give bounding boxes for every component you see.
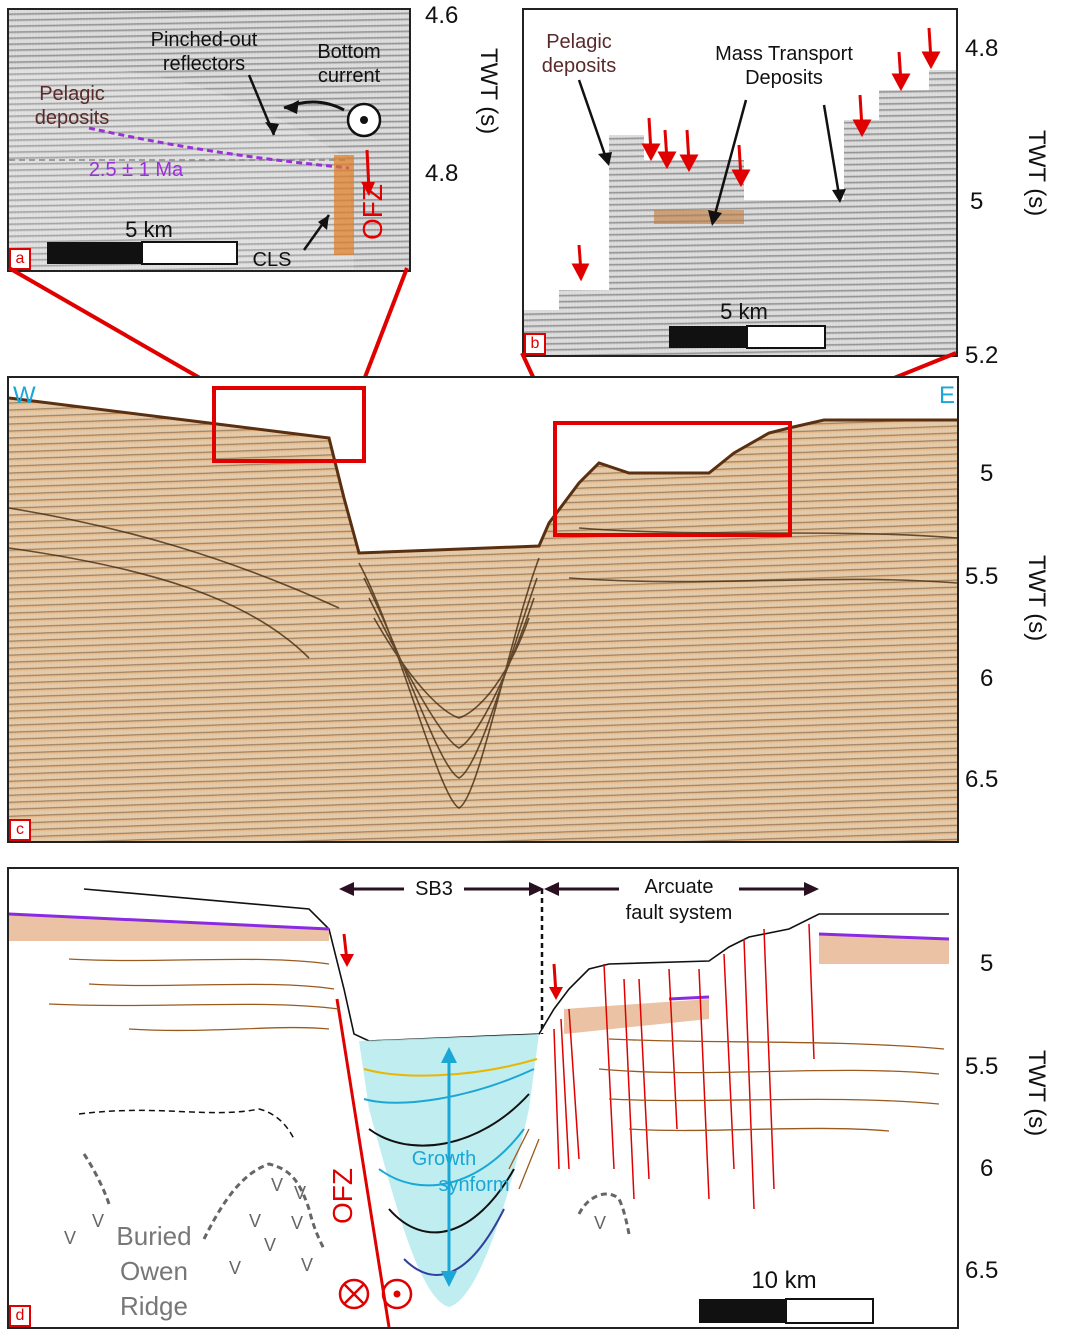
bottom-current-label: Bottom current	[317, 41, 381, 87]
panel-d-overlay: VV VV VV VV VV	[9, 882, 950, 1327]
mtd-label: Mass Transport Deposits	[715, 43, 853, 89]
panel-c-label: c	[9, 819, 31, 841]
scale-label-a: 5 km	[125, 217, 173, 242]
east-label: E	[938, 382, 955, 409]
growth-label-1: Growth	[411, 1148, 477, 1170]
arcuate-faults	[553, 923, 815, 1210]
panel-a-tick-1: 4.8	[425, 160, 459, 187]
cls-label: CLS	[252, 249, 292, 271]
panel-b-axis-title: TWT (s)	[1023, 130, 1050, 217]
out-of-page-icon	[381, 1278, 413, 1310]
svg-text:V: V	[291, 1213, 303, 1233]
panel-a-label: a	[9, 248, 31, 270]
panel-a-seismic: Pelagic deposits Pinched-out reflectors …	[7, 8, 411, 272]
zoom-box-b	[553, 421, 792, 537]
arcuate-label-2: fault system	[625, 902, 733, 924]
svg-text:V: V	[271, 1175, 283, 1195]
panel-d-tick-2: 6	[980, 1155, 994, 1182]
zoom-box-a	[212, 386, 366, 463]
scale-bar-d	[699, 1299, 786, 1323]
seabed-line	[83, 888, 949, 1042]
panel-c-tick-0: 5	[980, 460, 994, 487]
buried-label-1: Buried	[116, 1221, 192, 1251]
panel-d-tick-3: 6.5	[965, 1257, 999, 1284]
panel-a-overlay	[9, 67, 382, 270]
panel-b-label: b	[524, 333, 546, 355]
pelagic-label-a: Pelagic deposits	[34, 83, 110, 129]
age-horizon	[88, 126, 350, 170]
west-label: W	[13, 382, 36, 409]
panel-b-seismic: Pelagic deposits Mass Transport Deposits…	[522, 8, 958, 357]
ofz-label-a: OFZ	[357, 184, 388, 240]
svg-text:V: V	[92, 1211, 104, 1231]
age-label: 2.5 ± 1 Ma	[88, 159, 184, 181]
panel-c-overlay	[9, 378, 957, 809]
svg-text:V: V	[301, 1255, 313, 1275]
sb3-label: SB3	[415, 878, 453, 900]
fault-arrows-b	[571, 27, 941, 282]
panel-c-axis-title: TWT (s)	[1023, 555, 1050, 642]
ofz-fault	[335, 998, 391, 1327]
scale-label-d: 10 km	[751, 1267, 817, 1294]
ofz-label-d: OFZ	[327, 1168, 358, 1224]
panel-a-tick-0: 4.6	[425, 2, 459, 29]
panel-c-tick-2: 6	[980, 665, 994, 692]
pinched-label: Pinched-out reflectors	[150, 29, 258, 75]
panel-b-overlay	[524, 10, 956, 349]
svg-text:V: V	[594, 1213, 606, 1233]
buried-label-3: Ridge	[120, 1291, 188, 1321]
scale-bar-b	[669, 326, 747, 348]
panel-b-tick-0: 4.8	[965, 35, 999, 62]
scale-label-b: 5 km	[720, 299, 768, 324]
panel-c-tick-1: 5.5	[965, 563, 999, 590]
svg-text:V: V	[64, 1228, 76, 1248]
scale-bar-a	[47, 242, 142, 264]
panel-d-axis-title: TWT (s)	[1023, 1050, 1050, 1137]
pelagic-label-b: Pelagic deposits	[541, 31, 617, 77]
arcuate-label-1: Arcuate	[644, 876, 714, 898]
growth-label-2: synform	[438, 1174, 510, 1196]
into-page-icon	[338, 1278, 370, 1310]
panel-c-tick-3: 6.5	[965, 766, 999, 793]
panel-b-tick-1: 5	[970, 188, 984, 215]
svg-text:V: V	[264, 1235, 276, 1255]
panel-c-seismic: W E c	[7, 376, 959, 843]
buried-label-2: Owen	[120, 1256, 188, 1286]
svg-text:V: V	[294, 1183, 306, 1203]
svg-text:V: V	[229, 1258, 241, 1278]
panel-b-tick-2: 5.2	[965, 342, 999, 369]
buried-ridge-outline	[82, 1153, 631, 1250]
panel-d-label: d	[9, 1305, 31, 1327]
panel-a-axis-title: TWT (s)	[475, 48, 502, 135]
svg-text:V: V	[249, 1211, 261, 1231]
panel-d-tick-0: 5	[980, 950, 994, 977]
panel-d-tick-1: 5.5	[965, 1053, 999, 1080]
